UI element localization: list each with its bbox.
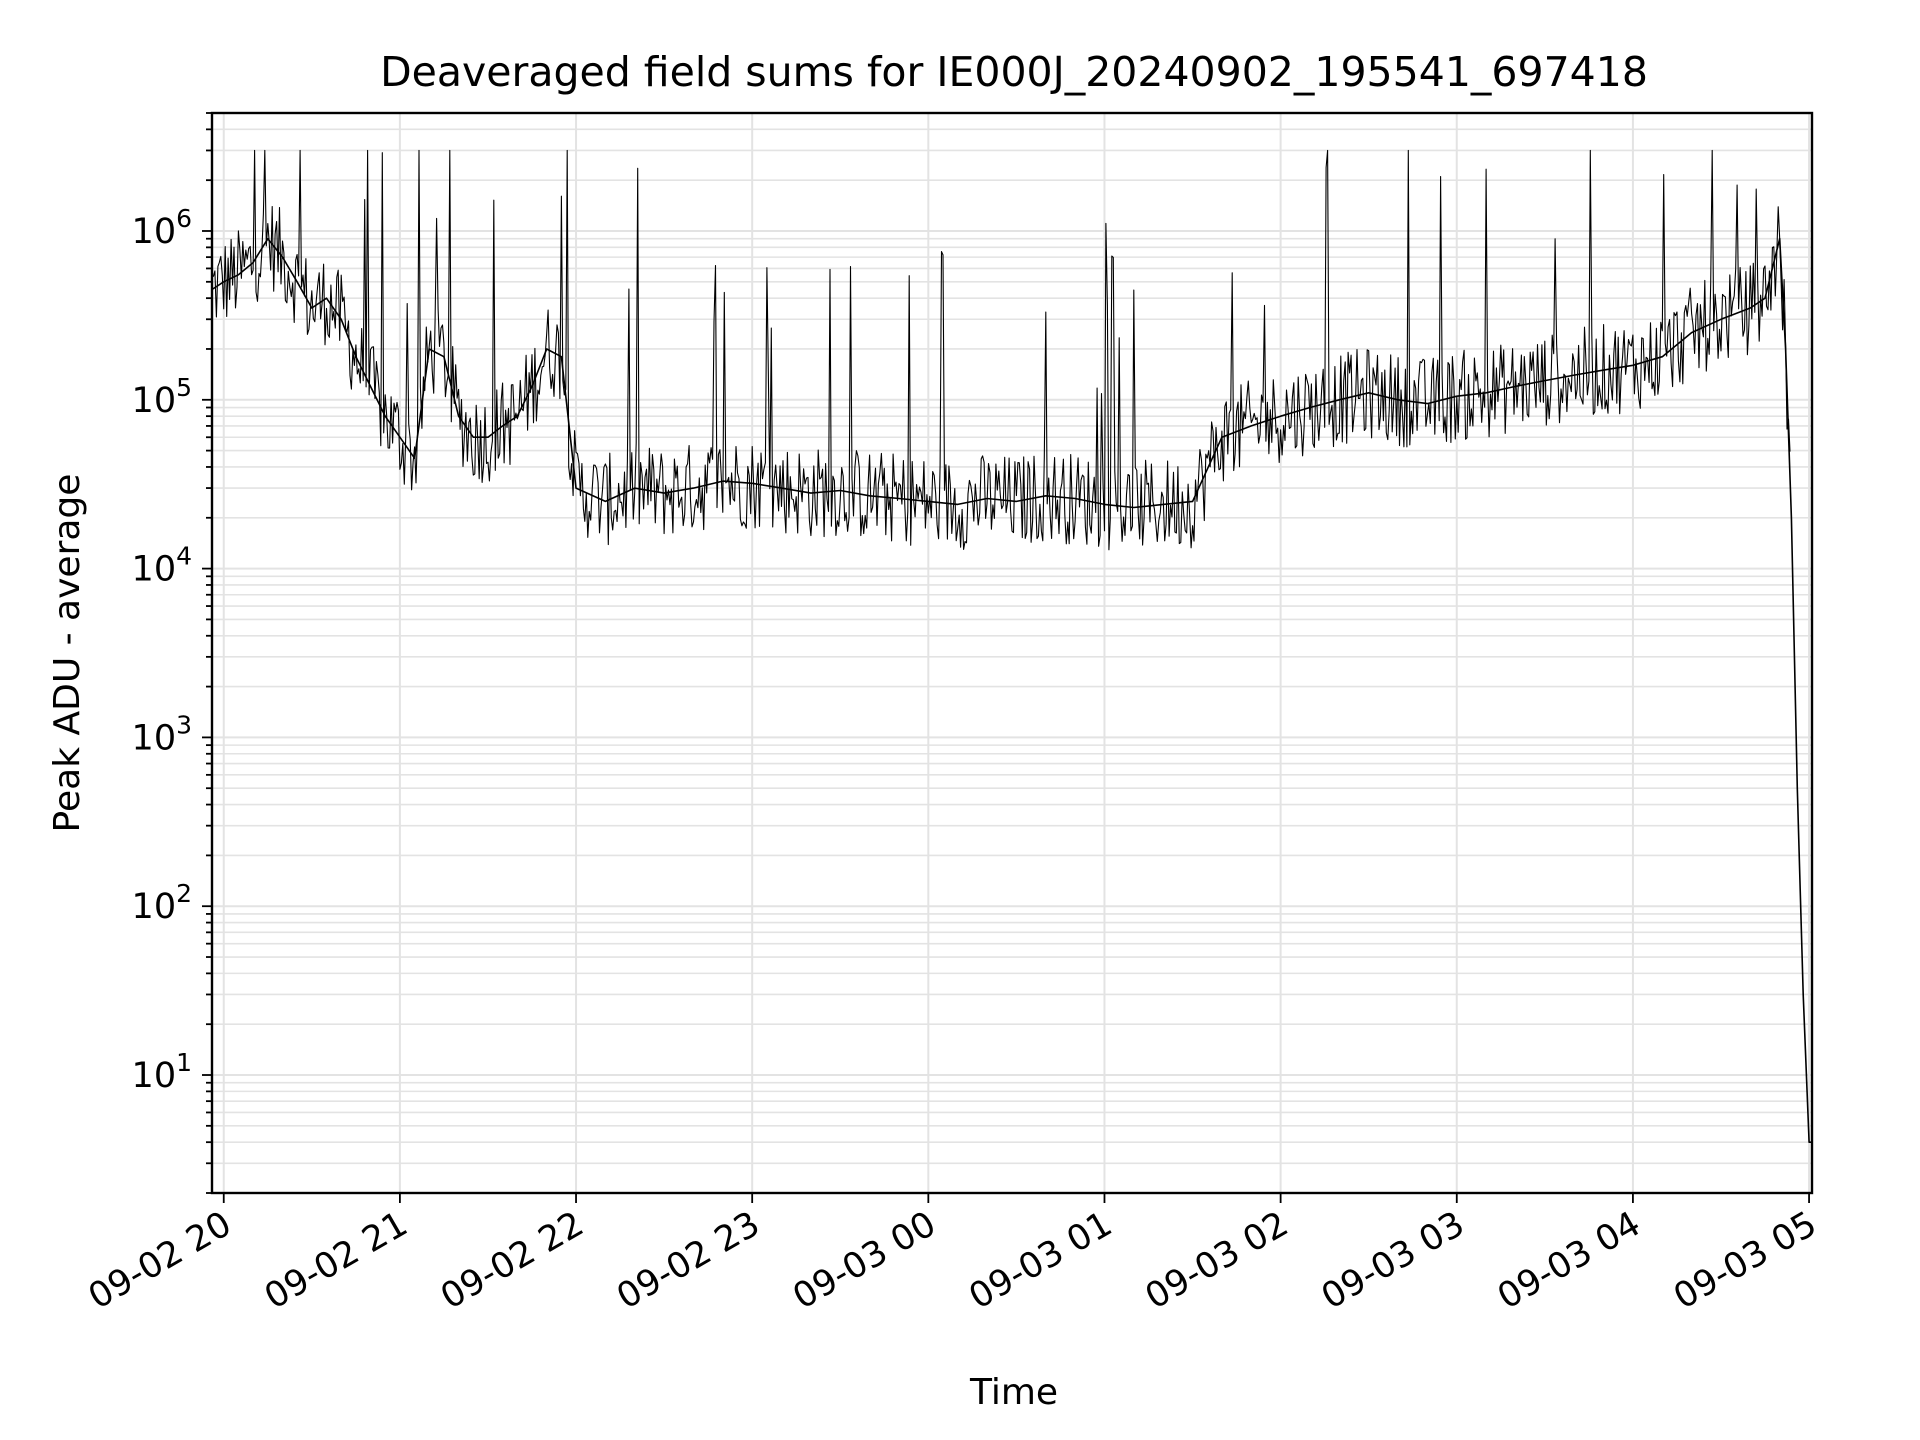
chart-title: Deaveraged field sums for IE000J_2024090… — [380, 48, 1648, 96]
plot-frame — [210, 111, 1814, 1195]
y-tick-label: 104 — [132, 542, 192, 590]
series-group — [211, 149, 1812, 1143]
y-tick-label: 103 — [132, 710, 192, 758]
y-axis-ticks: 101 102 103 104 105 106 — [132, 112, 212, 1194]
y-tick-label: 105 — [132, 373, 192, 421]
y-tick-label: 102 — [132, 879, 192, 927]
y-tick-label: 106 — [132, 204, 192, 252]
y-tick-label: 101 — [132, 1048, 192, 1096]
series-noise-trace — [211, 149, 1791, 551]
y-axis-label: Peak ADU - average — [47, 474, 88, 833]
x-axis-label: Time — [969, 1372, 1058, 1413]
